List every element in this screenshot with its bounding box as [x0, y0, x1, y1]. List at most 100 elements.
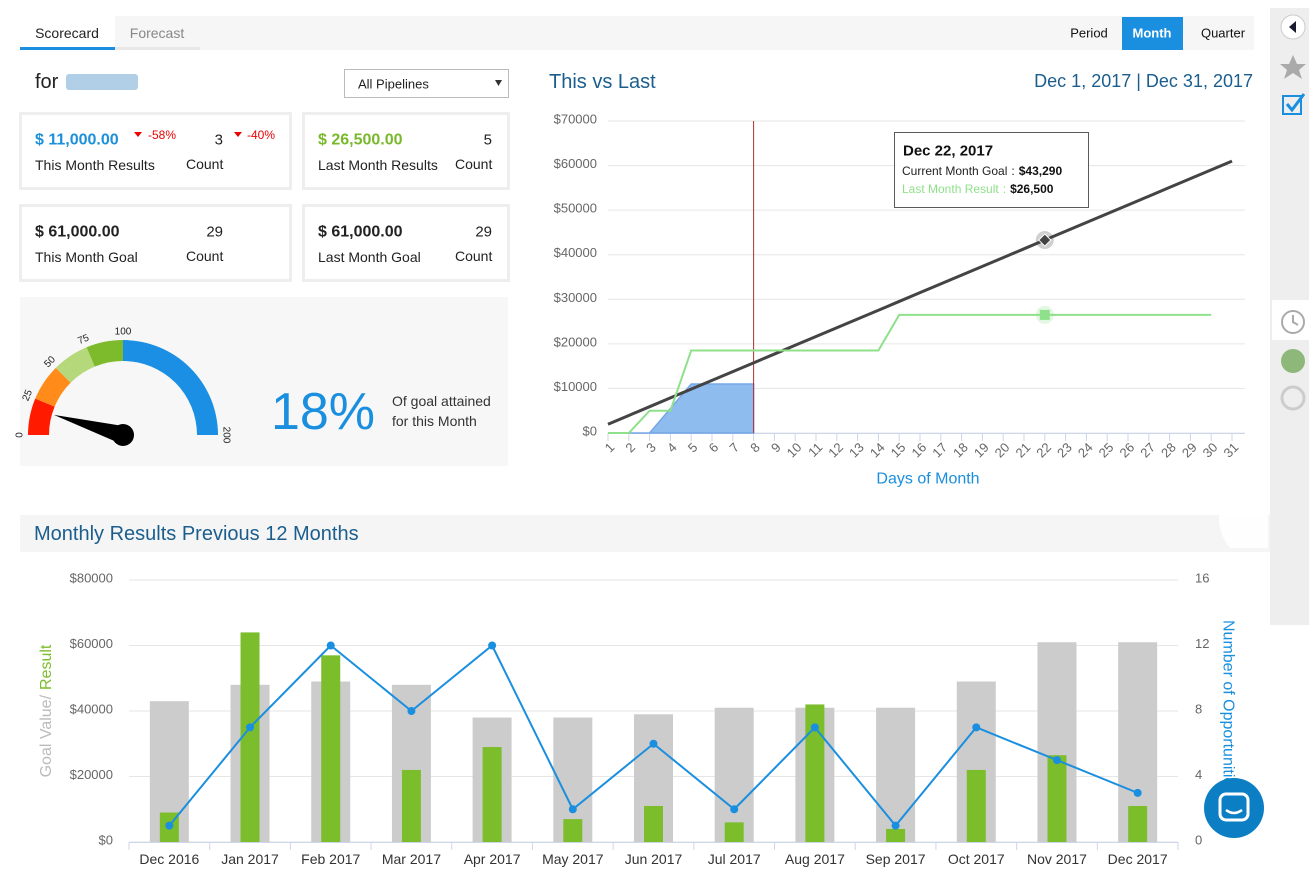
gauge-hub [112, 424, 134, 446]
card-change: -58% [148, 128, 176, 142]
x-tick-label: 19 [971, 440, 992, 461]
tooltip-value: $26,500 [1010, 182, 1054, 196]
line-chart: $0 $10000 $20000 $30000 $40000 $50000 $60000 $7… [554, 112, 1245, 461]
x-tick-label: 22 [1033, 440, 1054, 461]
x-tick-label: 27 [1137, 440, 1158, 461]
star-icon[interactable] [1280, 55, 1306, 79]
x-tick-label: 12 [825, 440, 846, 461]
tooltip-row: Last Month Result: $26,500 [902, 182, 1054, 196]
x-tick-label: 1 [602, 440, 618, 456]
gauge-tick-label: 0 [15, 432, 26, 438]
y-tick-label: $20000 [554, 334, 597, 349]
y-tick-label: $70000 [554, 112, 597, 127]
task-icon[interactable] [1282, 95, 1302, 115]
point [1133, 788, 1142, 797]
card-label: This Month Results [35, 157, 155, 173]
period-button-active[interactable] [1122, 17, 1183, 50]
tooltip [894, 132, 1089, 208]
x-tick-label: 7 [726, 440, 742, 456]
card-count: 29 [475, 224, 492, 241]
x-tick-label: Mar 2017 [382, 851, 441, 867]
x-tick-label: 20 [992, 440, 1013, 461]
gauge-tick-label: 200 [221, 427, 232, 444]
y-tick-label: $40000 [554, 245, 597, 260]
pipeline-dropdown-text[interactable]: All Pipelines [358, 77, 429, 92]
card [19, 112, 292, 190]
down-arrow [134, 132, 142, 137]
line [608, 313, 1212, 434]
y-axis-title-part: Goal Value/ [38, 694, 55, 777]
card-count-label: Count [186, 248, 223, 264]
chat-smile [1225, 808, 1243, 815]
x-tick-label: Sep 2017 [866, 851, 926, 867]
x-tick-label: 30 [1200, 440, 1221, 461]
x-tick-label: 5 [685, 440, 701, 456]
point [972, 723, 981, 732]
card-count: 29 [206, 224, 223, 241]
history-icon[interactable] [1280, 385, 1306, 411]
clock-icon[interactable] [1281, 310, 1305, 334]
x-tick-label: 4 [664, 440, 680, 456]
point [568, 805, 577, 814]
x-tick-label: 8 [747, 440, 763, 456]
tab-underline [20, 47, 115, 50]
x-tick-label: Dec 2016 [139, 851, 199, 867]
chat-button[interactable] [1204, 778, 1264, 838]
x-tick-label: Dec 2017 [1108, 851, 1168, 867]
x-tick-label: Jan 2017 [221, 851, 279, 867]
card-count-change: -40% [247, 128, 275, 142]
tab[interactable]: Scorecard [35, 25, 99, 41]
pipeline-dropdown[interactable] [344, 69, 509, 98]
card-label: This Month Goal [35, 249, 138, 265]
x-tick-label: 31 [1220, 440, 1241, 461]
card-value: $ 26,500.00 [318, 132, 403, 149]
period-label: Period [1070, 26, 1108, 41]
section-header [20, 515, 1270, 552]
point [246, 723, 255, 732]
x-tick-label: Apr 2017 [464, 851, 521, 867]
y2-tick-label: 16 [1195, 571, 1209, 586]
x-tick-label: 25 [1096, 440, 1117, 461]
hover-marker [1039, 309, 1050, 320]
period-option[interactable]: Month [1133, 26, 1172, 41]
bar [724, 822, 744, 842]
bar [563, 819, 583, 842]
tooltip-series-name: Current Month Goal [902, 164, 1007, 178]
bar [644, 805, 663, 842]
period-option[interactable]: Quarter [1201, 26, 1246, 41]
x-axis-title: Days of Month [876, 471, 979, 488]
tab[interactable]: Forecast [130, 25, 185, 41]
gauge-tick-label: 75 [76, 332, 91, 347]
point [488, 641, 497, 650]
y-axis-title: Goal Value/Result [38, 644, 55, 777]
y-tick-label: $40000 [70, 702, 113, 717]
tooltip-value: $43,290 [1019, 164, 1063, 178]
x-tick-label: 23 [1054, 440, 1075, 461]
gauge-band [28, 398, 55, 435]
gauge-caption: for this Month [392, 413, 477, 429]
blurred-name [66, 74, 138, 90]
card-count-label: Count [455, 248, 492, 264]
tooltip-separator: : [1011, 164, 1014, 178]
bar [886, 828, 906, 842]
card-value: $ 11,000.00 [35, 132, 119, 149]
bar [966, 769, 986, 842]
gauge-value: 18% [271, 383, 375, 441]
chart-title: This vs Last [549, 71, 656, 93]
gauge-panel [20, 297, 508, 466]
point [165, 821, 174, 830]
line [607, 159, 1233, 426]
gauge-tick-label: 100 [115, 327, 132, 338]
down-arrow [234, 132, 242, 137]
point [891, 821, 900, 830]
bar [876, 707, 916, 842]
bar [321, 655, 341, 842]
card [302, 204, 510, 282]
bar [714, 707, 754, 842]
x-tick-label: Jun 2017 [625, 851, 683, 867]
phone-icon[interactable] [1281, 349, 1305, 373]
dropdown-arrow [495, 80, 502, 86]
